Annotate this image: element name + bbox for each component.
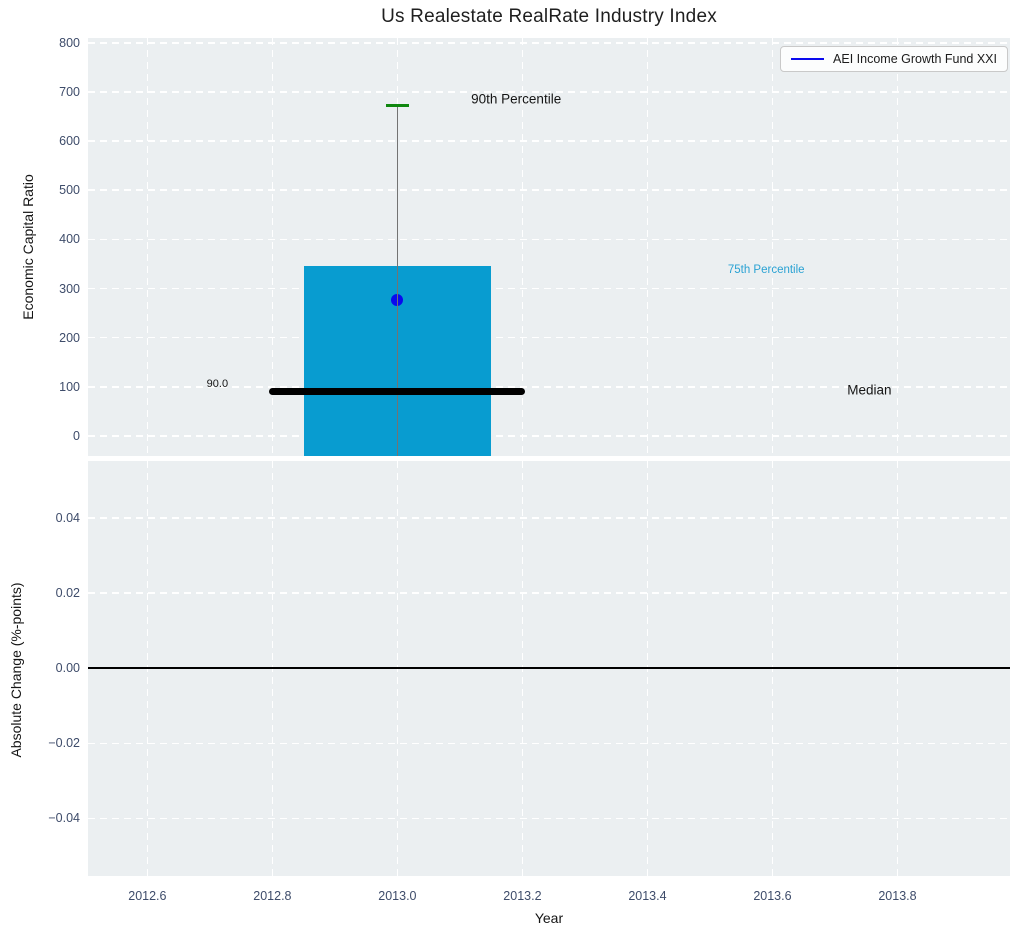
h-gridline xyxy=(88,817,1010,820)
h-gridline xyxy=(88,742,1010,745)
y-tick-label: 0.02 xyxy=(55,585,80,600)
bottom-subplot xyxy=(88,461,1010,876)
v-gridline xyxy=(646,38,649,456)
h-gridline xyxy=(88,189,1010,192)
h-gridline xyxy=(88,592,1010,594)
p75-percentile-label: 75th Percentile xyxy=(727,263,805,276)
median-line xyxy=(269,388,526,396)
v-gridline xyxy=(771,38,774,456)
y-tick-label: 0 xyxy=(73,428,80,443)
x-axis-label: Year xyxy=(534,910,564,926)
whisker-line xyxy=(396,105,399,456)
legend-label: AEI Income Growth Fund XXI xyxy=(833,52,997,66)
y-tick-label: 0.00 xyxy=(55,661,80,676)
h-gridline xyxy=(88,287,1010,290)
h-gridline xyxy=(88,336,1010,339)
legend-line-sample xyxy=(791,57,825,61)
h-gridline xyxy=(88,91,1010,93)
p90-cap xyxy=(385,103,410,108)
y-tick-label: 400 xyxy=(59,232,80,247)
h-gridline xyxy=(88,140,1010,142)
x-tick-label: 2013.0 xyxy=(378,889,417,903)
x-tick-label: 2013.8 xyxy=(878,889,917,903)
x-tick-label: 2012.8 xyxy=(253,889,292,903)
y-tick-label: 200 xyxy=(59,330,80,345)
y-tick-label: 600 xyxy=(59,134,80,149)
h-gridline xyxy=(88,516,1010,519)
x-tick-label: 2013.2 xyxy=(503,889,542,903)
y-tick-label: −0.02 xyxy=(48,736,80,751)
h-gridline xyxy=(88,238,1010,241)
legend: AEI Income Growth Fund XXI xyxy=(780,46,1008,72)
x-tick-label: 2013.4 xyxy=(628,889,667,903)
x-tick-label: 2012.6 xyxy=(128,889,167,903)
chart-title: Us Realestate RealRate Industry Index xyxy=(381,6,717,27)
y-tick-label: 300 xyxy=(59,281,80,296)
y-tick-label: 700 xyxy=(59,85,80,100)
h-gridline xyxy=(88,435,1010,437)
y-axis-label-bottom: Absolute Change (%-points) xyxy=(8,582,24,758)
h-gridline xyxy=(88,42,1010,44)
v-gridline xyxy=(146,38,149,456)
y-tick-label: 800 xyxy=(59,35,80,50)
x-tick-label: 2013.6 xyxy=(753,889,792,903)
zero-line xyxy=(88,667,1010,670)
v-gridline xyxy=(271,38,274,456)
y-tick-label: −0.04 xyxy=(48,811,80,826)
median-value-label: 90.0 xyxy=(206,377,229,390)
top-subplot: AEI Income Growth Fund XXI 90th Percenti… xyxy=(88,38,1010,456)
v-gridline xyxy=(896,38,899,456)
y-tick-label: 0.04 xyxy=(55,510,80,525)
h-gridline xyxy=(88,385,1010,388)
median-label: Median xyxy=(847,382,892,398)
y-tick-label: 500 xyxy=(59,183,80,198)
v-gridline xyxy=(521,38,524,456)
p90-percentile-label: 90th Percentile xyxy=(471,91,562,107)
y-tick-label: 100 xyxy=(59,379,80,394)
